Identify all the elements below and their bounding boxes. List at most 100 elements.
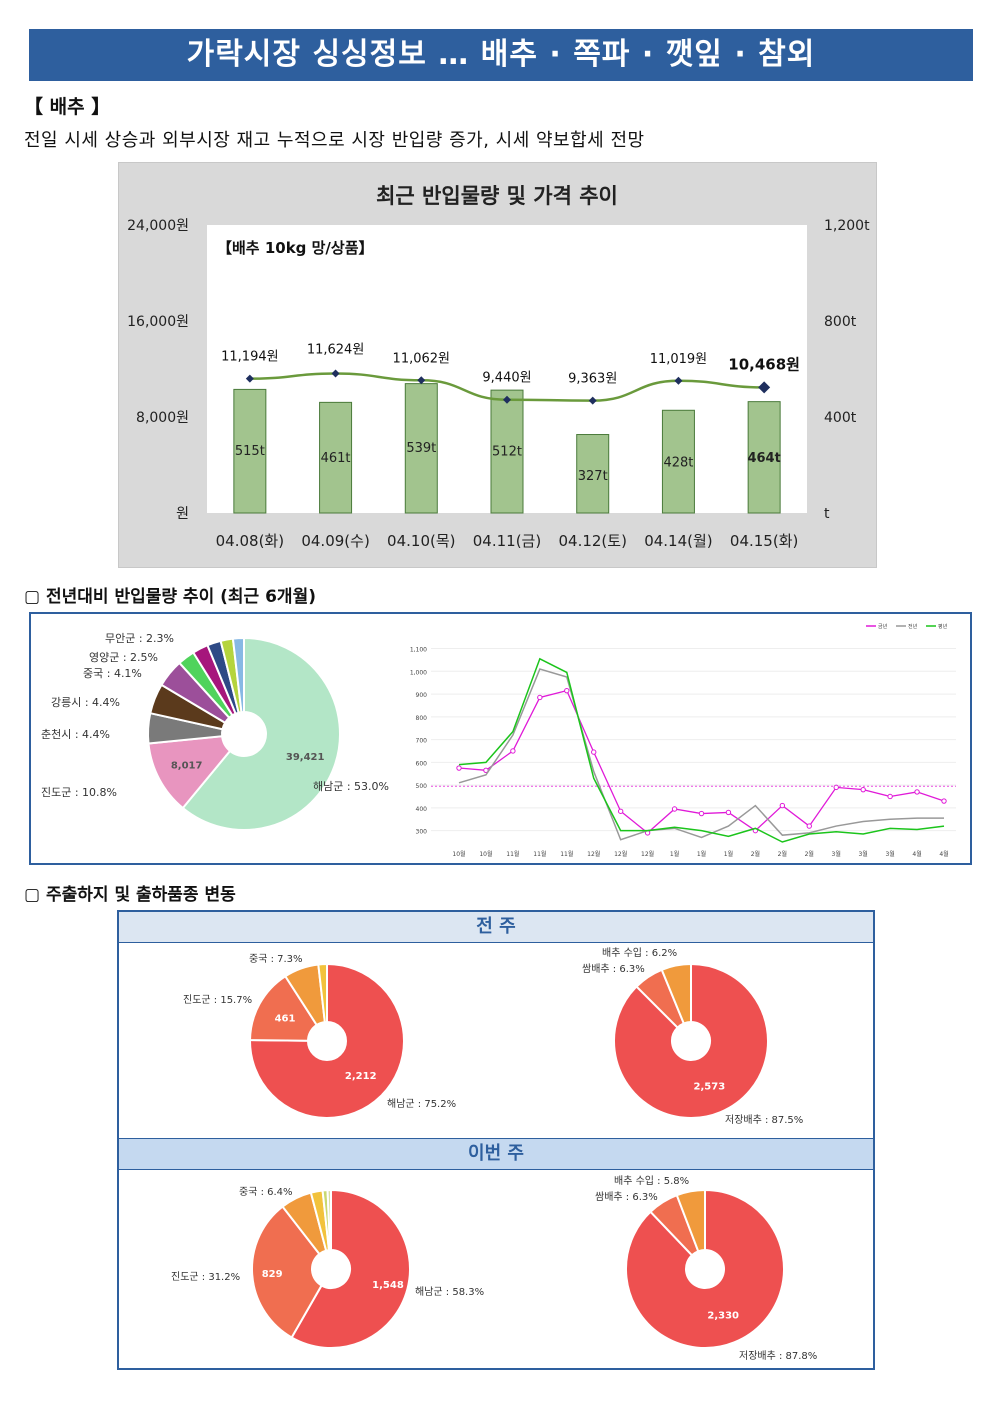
series-point [617,808,624,814]
volume-bars: 515t 461t 539t 512t 327t 428t 464t [233,383,781,514]
y-axis-tick: 300 [416,829,428,836]
x-axis-tick: 4월 [939,850,948,858]
price-label: 10,468원 [728,355,800,373]
series-point [860,786,866,793]
price-point [245,374,254,383]
pie-slice [249,962,405,1119]
y-axis-tick: 1,000 [410,669,427,676]
price-label: 9,440원 [482,371,531,386]
series-line [458,657,945,843]
x-axis-tick: 04.14(월) [644,532,712,550]
pie-category-label: 중국 : 7.3% [249,953,303,965]
x-axis-tick: 04.10(목) [387,532,455,550]
pie-category-label: 배추 수입 : 5.8% [614,1174,689,1187]
y-axis-tick: 500 [416,783,428,790]
volume-bar [576,434,610,514]
series-point [725,809,732,816]
price-label: 11,624원 [307,343,364,358]
x-axis-tick: 04.15(화) [730,532,798,550]
pie-category-label: 강릉시 : 4.4% [51,696,120,709]
x-axis-tick: 2월 [778,850,787,858]
pie-value-label: 8,017 [171,761,203,772]
pie-slice [231,636,245,714]
y-axis-tick: 400 [416,806,428,813]
prev-week-variety-pie: 2,573 저장배추 : 87.5% 쌈배추 : 6.3% 배추 수입 : 6.2% [582,946,803,1126]
volume-bar-label: 327t [578,469,608,484]
legend-label: 금년 [878,623,888,630]
price-label: 9,363원 [568,372,617,387]
pie-slice [317,962,328,1024]
chart-subtitle: 【배추 10kg 망/상품】 [217,239,374,257]
this-week-label: 이번 주 [119,1138,873,1170]
pie-slice [290,1188,411,1349]
x-axis-tick: 4월 [912,850,921,858]
pie-category-label: 진도군 : 31.2% [171,1271,240,1283]
volume-bar [747,401,781,514]
x-axis-tick: 11월 [533,850,546,858]
left-axis-tick: 8,000원 [136,410,189,426]
pie-value-label: 39,421 [286,752,325,763]
pie-category-label: 춘천시 : 4.4% [41,727,110,741]
volume-bar-label: 515t [235,444,265,459]
pie-slice [147,735,232,810]
chart-title: 최근 반입물량 및 가격 추이 [376,184,618,208]
series-point [806,823,812,829]
series-point [671,806,678,812]
pie-value-label: 1,548 [372,1280,404,1291]
pie-value-label: 2,573 [694,1081,726,1092]
series-point [779,802,786,809]
x-axis-tick: 1월 [724,850,733,858]
pie-value-label: 829 [262,1269,283,1280]
price-point [331,369,340,378]
volume-bar [233,388,267,514]
pie-category-label: 배추 수입 : 6.2% [602,946,677,959]
pie-category-label: 저장배추 : 87.8% [739,1350,817,1362]
left-axis-tick: 16,000원 [127,314,189,330]
prev-week-label: 전 주 [119,912,873,943]
price-point [503,395,511,404]
yoy-line-chart: 300 400 500 600 700 800 900 1,000 1,100 10월 10월 11월… [410,623,956,858]
pie-slice [675,1188,706,1253]
pie-category-label: 해남군 : 53.0% [313,779,389,793]
x-axis-tick: 1월 [670,850,679,858]
x-axis-tick: 3월 [832,850,841,858]
legend-label: 평년 [938,623,948,630]
x-axis-tick: 2월 [805,850,814,858]
price-label: 11,019원 [650,352,707,367]
legend-label: 전년 [908,623,918,630]
price-line: 11,194원 11,624원 11,062원 9,440원 9,363원 11,019원… [221,343,800,405]
volume-bar-label: 512t [492,444,522,459]
right-axis-tick: 800t [824,314,857,330]
pie-category-label: 진도군 : 10.8% [41,786,117,799]
volume-bar-label: 428t [663,456,693,471]
pie-category-label: 진도군 : 15.7% [183,994,252,1006]
x-axis-tick: 12월 [641,850,654,858]
yoy-heading: ▢ 전년대비 반입물량 추이 (최근 6개월) [24,587,316,607]
market-summary: 전일 시세 상승과 외부시장 재고 누적으로 시장 반입량 증가, 시세 약보합… [24,130,645,151]
x-axis-tick: 2월 [751,850,760,858]
pie-category-label: 중국 : 4.1% [83,667,142,680]
series-point [941,798,947,804]
series-point [698,810,705,817]
x-axis-tick: 1월 [697,850,706,858]
right-axis-tick: t [824,506,830,522]
yoy-panel: 39,421 해남군 : 53.0% 8,017 진도군 : 10.8% 춘천시 : 4… [29,612,972,865]
pie-slice [251,1205,323,1339]
series-point [510,748,516,754]
left-axis-tick: 원 [176,506,189,522]
pie-category-label: 중국 : 6.4% [239,1186,293,1198]
price-point [417,376,426,385]
price-point [588,396,597,405]
y-axis-tick: 800 [416,715,428,722]
this-week-variety-pie: 2,330 저장배추 : 87.8% 쌈배추 : 6.3% 배추 수입 : 5.8% [595,1174,817,1362]
pie-slice [660,962,692,1025]
x-axis-tick: 3월 [885,850,894,858]
pie-slice [613,962,769,1119]
pie-category-label: 영양군 : 2.5% [89,651,158,664]
section-heading: 【 배추 】 [24,96,111,118]
volume-bar-label: 464t [747,451,780,466]
series-line [458,668,944,841]
pie-slice [326,1188,332,1252]
volume-bar-label: 461t [321,451,351,466]
x-axis-tick: 04.09(수) [301,532,369,550]
